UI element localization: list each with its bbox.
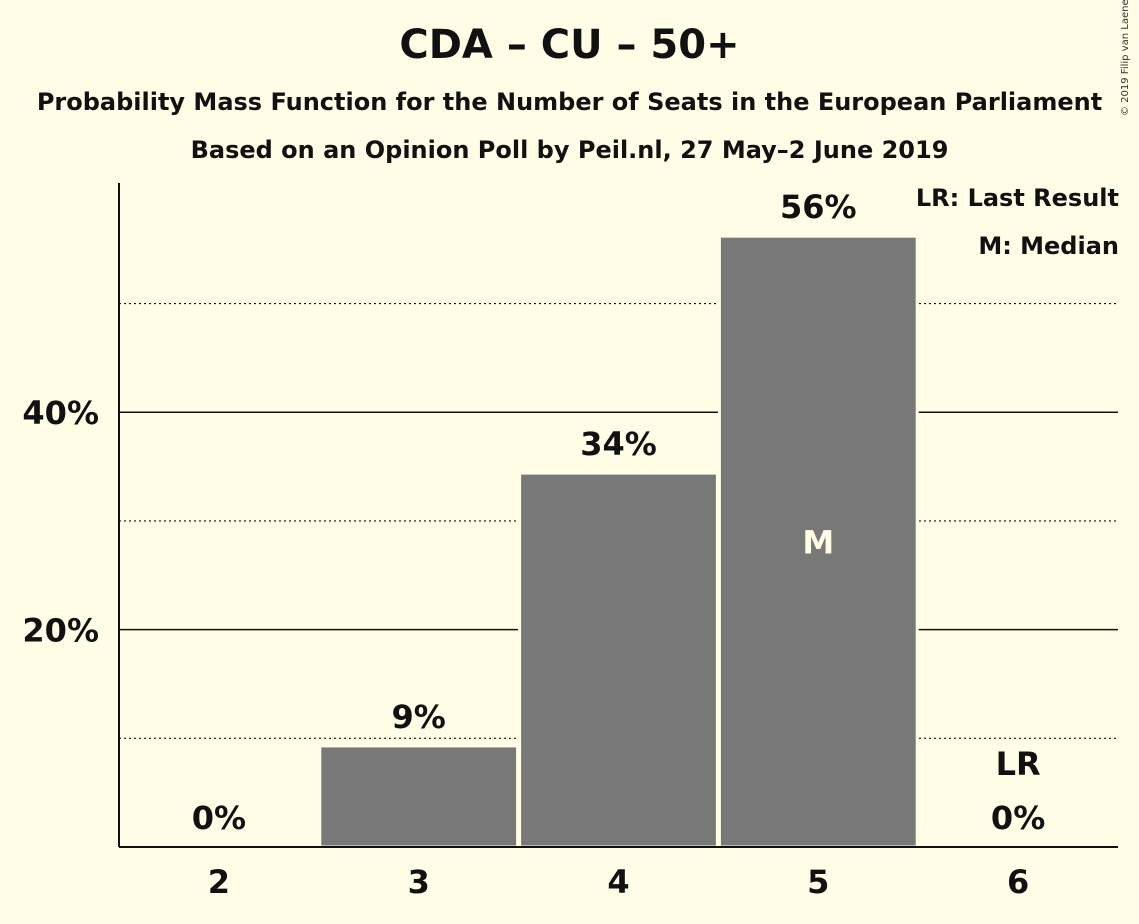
bar-value-label: 0% <box>991 799 1045 837</box>
last-result-marker: LR <box>996 745 1041 783</box>
bar-value-label: 9% <box>392 698 446 736</box>
chart-subtitle: Probability Mass Function for the Number… <box>36 88 1103 116</box>
median-marker: M <box>802 524 834 562</box>
bar <box>518 471 719 849</box>
bar-value-label: 56% <box>780 188 857 226</box>
legend-median: M: Median <box>978 232 1119 260</box>
x-tick-label: 2 <box>208 863 230 901</box>
x-tick-label: 4 <box>607 863 629 901</box>
chart-source-line: Based on an Opinion Poll by Peil.nl, 27 … <box>190 136 949 164</box>
bar-value-label: 34% <box>580 425 657 463</box>
legend-last-result: LR: Last Result <box>915 184 1119 212</box>
bar-value-label: 0% <box>192 799 246 837</box>
chart-title: CDA – CU – 50+ <box>399 22 740 68</box>
bar <box>318 744 520 849</box>
x-tick-label: 6 <box>1007 863 1029 901</box>
y-tick-label: 20% <box>22 612 99 650</box>
bar <box>717 234 919 849</box>
x-tick-label: 3 <box>408 863 430 901</box>
y-tick-label: 40% <box>22 394 99 432</box>
x-tick-label: 5 <box>807 863 829 901</box>
